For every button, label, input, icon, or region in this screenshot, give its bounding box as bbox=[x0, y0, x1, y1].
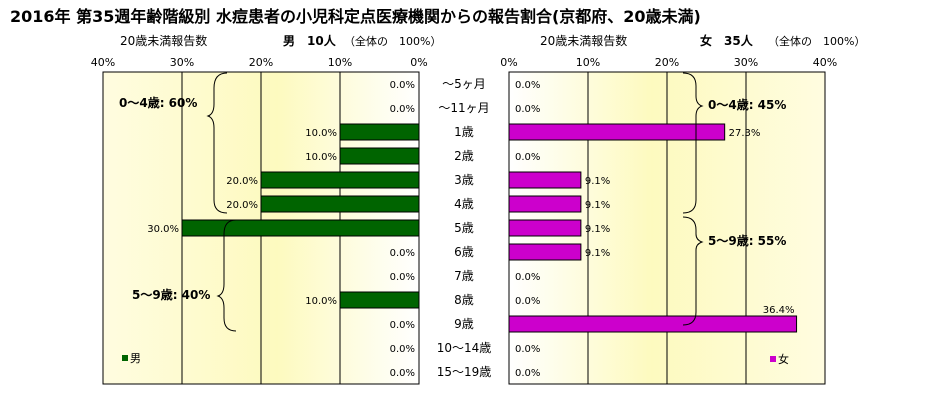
female-bar-label: 0.0% bbox=[515, 296, 540, 307]
female-tick-label: 30% bbox=[734, 56, 758, 69]
male-legend-label: 男 bbox=[130, 352, 141, 365]
male-header-total: （全体の 100%） bbox=[344, 34, 441, 48]
male-tick-label: 20% bbox=[249, 56, 273, 69]
male-bar-label: 10.0% bbox=[305, 152, 337, 163]
male-tick-label: 40% bbox=[91, 56, 115, 69]
male-bar bbox=[260, 195, 420, 213]
category-label: 2歳 bbox=[454, 149, 474, 163]
female-bar bbox=[508, 195, 582, 213]
female-bar bbox=[508, 171, 582, 189]
female-tick-label: 0% bbox=[500, 56, 517, 69]
male-group-brace-5-9 bbox=[216, 219, 237, 332]
male-bar-label: 0.0% bbox=[390, 368, 415, 379]
category-label: 9歳 bbox=[454, 317, 474, 331]
category-label: 4歳 bbox=[454, 197, 474, 211]
female-axis-label: 20歳未満報告数 bbox=[540, 33, 627, 48]
female-bar-label: 9.1% bbox=[585, 200, 610, 211]
female-header-total: （全体の 100%） bbox=[768, 34, 865, 48]
female-bar bbox=[508, 219, 582, 237]
male-bar bbox=[339, 123, 420, 141]
female-tick-label: 20% bbox=[655, 56, 679, 69]
female-bar bbox=[508, 315, 798, 333]
female-bar-label: 0.0% bbox=[515, 272, 540, 283]
female-bar-label: 0.0% bbox=[515, 344, 540, 355]
male-bar-label: 20.0% bbox=[226, 176, 258, 187]
female-bar-label: 9.1% bbox=[585, 176, 610, 187]
category-label: 3歳 bbox=[454, 173, 474, 187]
male-bar-label: 10.0% bbox=[305, 128, 337, 139]
female-bar-label: 9.1% bbox=[585, 248, 610, 259]
category-label: 6歳 bbox=[454, 245, 474, 259]
female-bar-label: 9.1% bbox=[585, 224, 610, 235]
female-group-label-5-9: 5～9歳: 55% bbox=[708, 233, 786, 248]
female-bar-label: 0.0% bbox=[515, 368, 540, 379]
female-legend-label: 女 bbox=[778, 352, 789, 366]
male-bar bbox=[339, 291, 420, 309]
category-label: 5歳 bbox=[454, 221, 474, 235]
male-bar bbox=[339, 147, 420, 165]
female-tick-label: 40% bbox=[813, 56, 837, 69]
female-bar-label: 0.0% bbox=[515, 80, 540, 91]
female-bar-label: 0.0% bbox=[515, 104, 540, 115]
male-group-label-0-4: 0～4歳: 60% bbox=[119, 95, 197, 110]
female-group-label-0-4: 0～4歳: 45% bbox=[708, 97, 786, 112]
male-legend-swatch bbox=[122, 355, 128, 361]
female-bar-label: 36.4% bbox=[763, 305, 795, 316]
male-bar bbox=[260, 171, 420, 189]
category-label: 8歳 bbox=[454, 293, 474, 307]
female-bar bbox=[508, 243, 582, 261]
female-group-brace-0-4 bbox=[682, 72, 704, 214]
category-label: 7歳 bbox=[454, 269, 474, 283]
male-bar-label: 30.0% bbox=[147, 224, 179, 235]
category-label: 15～19歳 bbox=[437, 365, 492, 379]
category-label: ～11ヶ月 bbox=[438, 101, 489, 115]
female-bar bbox=[508, 123, 726, 141]
male-bar-label: 0.0% bbox=[390, 272, 415, 283]
male-tick-label: 30% bbox=[170, 56, 194, 69]
male-bar-label: 0.0% bbox=[390, 320, 415, 331]
female-header: 女 35人 bbox=[700, 33, 754, 48]
male-group-label-5-9: 5～9歳: 40% bbox=[132, 287, 210, 302]
label-layer: 0% 0% 10% 10% 20% 20% 30% 30% 40% 40% ～5ヶ月 ～11ヶ月 1歳 2… bbox=[91, 56, 837, 379]
female-legend-swatch bbox=[770, 356, 776, 362]
male-bar bbox=[181, 219, 420, 237]
male-header: 男 10人 bbox=[283, 33, 337, 48]
male-bar-label: 0.0% bbox=[390, 344, 415, 355]
female-tick-label: 10% bbox=[576, 56, 600, 69]
male-tick-label: 10% bbox=[328, 56, 352, 69]
male-bar-label: 10.0% bbox=[305, 296, 337, 307]
male-axis-label: 20歳未満報告数 bbox=[120, 33, 207, 48]
male-bar-label: 20.0% bbox=[226, 200, 258, 211]
male-tick-label: 0% bbox=[410, 56, 427, 69]
male-group-brace-0-4 bbox=[206, 72, 228, 214]
female-bar-label: 27.3% bbox=[729, 128, 761, 139]
male-bar-label: 0.0% bbox=[390, 248, 415, 259]
category-label: ～5ヶ月 bbox=[442, 77, 486, 91]
male-bar-label: 0.0% bbox=[390, 104, 415, 115]
chart-title: 2016年 第35週年齢階級別 水痘患者の小児科定点医療機関からの報告割合(京都… bbox=[10, 7, 701, 26]
category-label: 10～14歳 bbox=[437, 341, 492, 355]
male-bar-label: 0.0% bbox=[390, 80, 415, 91]
female-bar-label: 0.0% bbox=[515, 152, 540, 163]
female-group-brace-5-9 bbox=[682, 216, 704, 326]
category-label: 1歳 bbox=[454, 125, 474, 139]
bar-layer bbox=[181, 123, 798, 333]
